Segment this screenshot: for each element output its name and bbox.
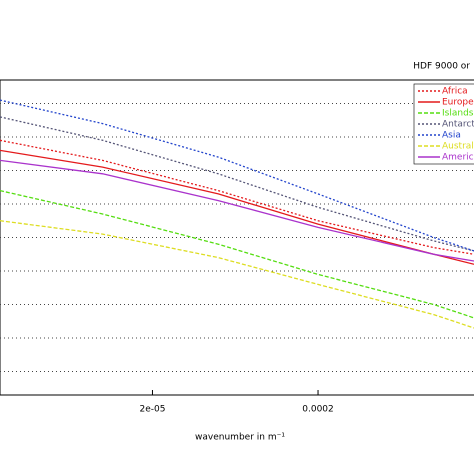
legend-label: Islands — [442, 109, 474, 119]
x-tick-label: 0.0002 — [302, 405, 334, 415]
series-line — [0, 139, 474, 255]
x-axis-label: wavenumber in m⁻¹ — [195, 433, 285, 443]
series-line — [0, 116, 474, 252]
series-line — [0, 159, 474, 262]
legend-label: America — [442, 153, 474, 163]
legend-label: Australia — [442, 142, 474, 152]
x-tick-label: 2e-05 — [139, 405, 165, 415]
legend: AfricaEuropeIslandsAntarcticaAsiaAustral… — [413, 83, 474, 165]
chart-title: HDF 9000 or — [413, 62, 470, 72]
series-line — [0, 189, 474, 319]
legend-label: Antarctica — [442, 120, 474, 130]
plot-frame — [0, 79, 474, 396]
legend-label: Asia — [442, 131, 461, 141]
legend-label: Africa — [442, 87, 468, 97]
legend-label: Europe — [442, 98, 474, 108]
series-line — [0, 220, 474, 329]
series-line — [0, 99, 474, 252]
